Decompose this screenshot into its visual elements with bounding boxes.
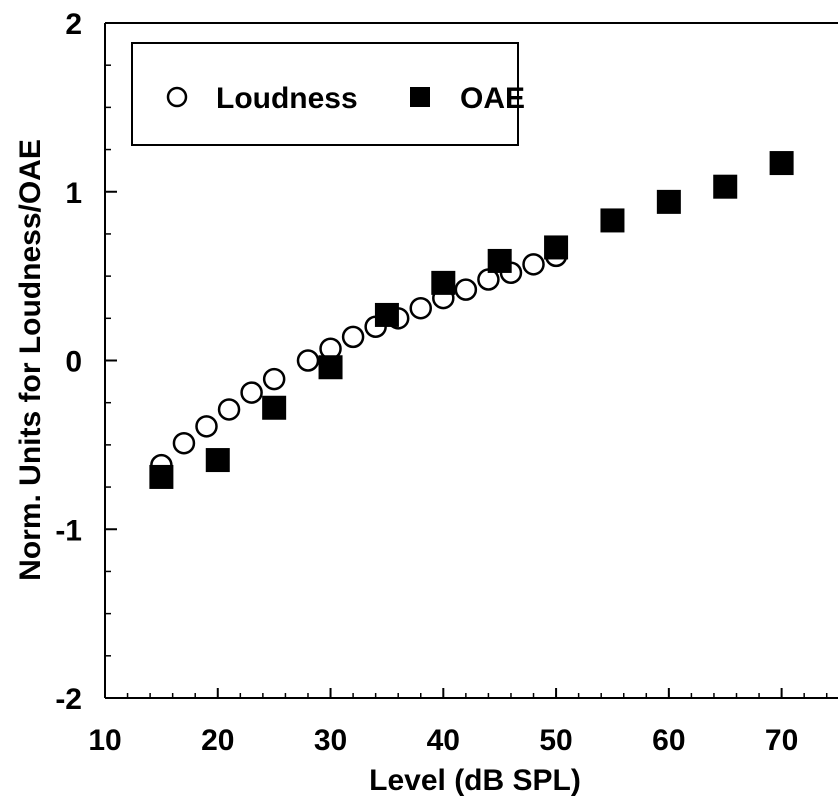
x-tick-label: 50 xyxy=(539,724,572,757)
legend-box xyxy=(131,42,519,146)
loudness-point xyxy=(341,325,365,349)
loudness-point xyxy=(195,415,218,438)
x-tick-label: 40 xyxy=(427,724,460,757)
loudness-point xyxy=(240,381,263,404)
y-axis-title: Norm. Units for Loudness/OAE xyxy=(14,139,47,581)
oae-point xyxy=(713,174,738,199)
y-tick-label: -2 xyxy=(55,683,82,716)
loudness-point xyxy=(454,278,478,301)
x-axis-ticks: 10 20 30 40 50 60 70 xyxy=(88,688,828,757)
legend-oae-label: OAE xyxy=(460,82,525,115)
oae-point xyxy=(149,464,174,489)
legend-loudness-label: Loudness xyxy=(216,82,358,115)
x-tick-label: 70 xyxy=(765,724,798,757)
x-tick-label: 60 xyxy=(652,724,685,757)
oae-point xyxy=(262,395,287,420)
loudness-point xyxy=(409,296,433,320)
oae-point xyxy=(544,235,569,260)
legend-loudness-marker xyxy=(166,86,188,108)
oae-point xyxy=(487,248,512,273)
loudness-point xyxy=(522,253,545,276)
x-tick-label: 30 xyxy=(314,724,347,757)
oae-point xyxy=(205,448,230,473)
loudness-point xyxy=(296,349,320,372)
y-tick-label: -1 xyxy=(55,514,82,547)
loudness-point xyxy=(217,398,241,421)
oae-point xyxy=(374,302,399,327)
y-tick-label: 2 xyxy=(65,8,82,41)
oae-point xyxy=(656,189,681,214)
y-tick-label: 1 xyxy=(65,177,82,210)
oae-point xyxy=(600,208,625,233)
oae-point xyxy=(431,270,456,295)
x-tick-label: 20 xyxy=(201,724,234,757)
oae-point xyxy=(318,355,343,380)
loudness-point xyxy=(172,431,196,455)
x-axis-title: Level (dB SPL) xyxy=(369,764,581,797)
oae-point xyxy=(769,151,794,176)
legend-oae-marker xyxy=(410,87,430,107)
y-axis-ticks: -2 -1 0 1 2 xyxy=(55,8,117,716)
legend: Loudness OAE xyxy=(131,42,525,146)
series-oae xyxy=(149,151,794,489)
loudness-point xyxy=(262,367,286,391)
series-loudness xyxy=(150,244,568,477)
y-tick-label: 0 xyxy=(65,346,82,379)
x-tick-label: 10 xyxy=(88,724,121,757)
